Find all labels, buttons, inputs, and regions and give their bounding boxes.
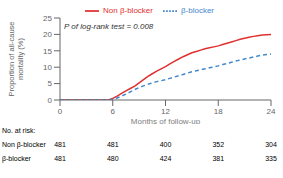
html-text:481: 481 — [106, 141, 119, 148]
svg-text:18: 18 — [214, 107, 223, 116]
html-text:381: 381 — [212, 155, 225, 162]
html-text:400: 400 — [159, 141, 172, 148]
html-text:β-blocker: β-blocker — [180, 6, 214, 16]
svg-text:20: 20 — [43, 30, 52, 39]
html-text:481: 481 — [54, 155, 66, 162]
html-text:β-blocker: β-blocker — [2, 155, 31, 162]
html-text:335: 335 — [265, 155, 277, 162]
svg-text:12: 12 — [161, 107, 170, 116]
html-text:424: 424 — [159, 155, 172, 162]
svg-text:25: 25 — [43, 14, 52, 23]
svg-text:6: 6 — [111, 107, 116, 116]
html-text:Non β-blocker: Non β-blocker — [103, 6, 153, 16]
html-text:352: 352 — [212, 141, 225, 148]
html-text:P of log-rank test = 0.008: P of log-rank test = 0.008 — [64, 22, 154, 31]
html-text:481: 481 — [54, 141, 66, 148]
svg-text:0: 0 — [48, 96, 53, 105]
html-text:No. at risk:: No. at risk: — [2, 127, 36, 134]
svg-text:15: 15 — [43, 47, 52, 56]
html-text:Proportion of all-cause mortal: Proportion of all-cause mortality (%) — [7, 21, 25, 97]
html-text:304: 304 — [265, 141, 277, 148]
svg-text:Months of follow-up: Months of follow-up — [131, 117, 201, 124]
svg-text:0: 0 — [58, 107, 63, 116]
svg-text:10: 10 — [43, 63, 52, 72]
svg-text:24: 24 — [267, 107, 275, 116]
html-text:480: 480 — [106, 155, 119, 162]
html-text:Non β-blocker: Non β-blocker — [2, 141, 46, 148]
svg-text:5: 5 — [48, 79, 53, 88]
